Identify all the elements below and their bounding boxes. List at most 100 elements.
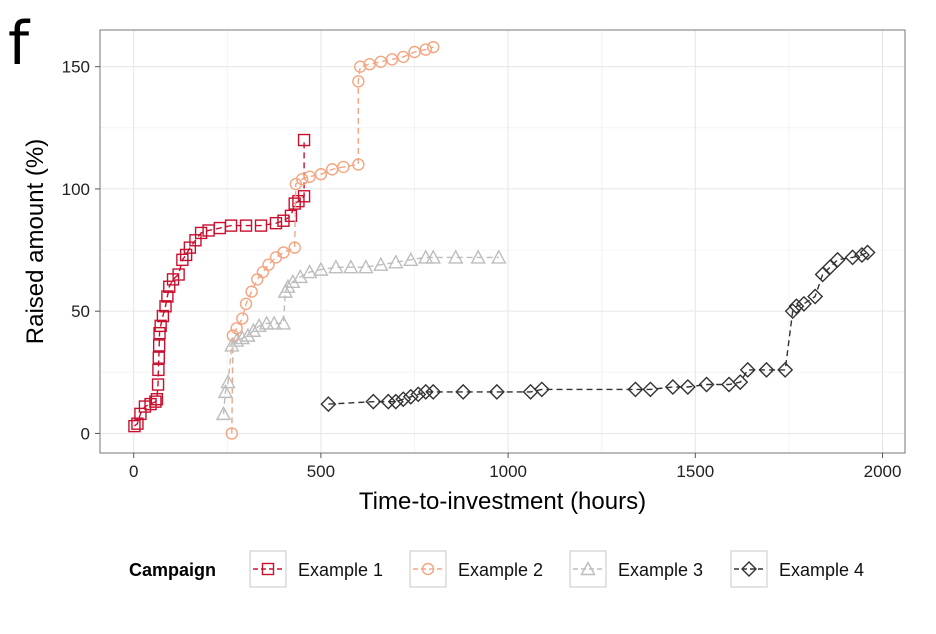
legend-item-4: Example 4 [730, 550, 864, 588]
data-point [853, 246, 870, 263]
data-point [225, 427, 238, 440]
series-3 [215, 249, 507, 421]
data-point [491, 249, 507, 264]
data-point [417, 383, 434, 400]
data-point [159, 300, 172, 313]
x-tick-label: 500 [307, 462, 335, 481]
data-point [380, 393, 397, 410]
data-point [234, 330, 250, 345]
data-point [425, 383, 442, 400]
data-point [152, 351, 165, 364]
data-point [470, 249, 486, 264]
data-point [425, 249, 441, 264]
x-tick-label: 1000 [489, 462, 527, 481]
x-tick-label: 1500 [676, 462, 714, 481]
legend-marker [261, 562, 275, 576]
data-point [285, 273, 301, 289]
y-axis-title: Raised amount (%) [22, 139, 49, 344]
data-point [284, 209, 298, 223]
data-point [150, 393, 164, 406]
data-point [128, 419, 141, 433]
data-point [385, 53, 399, 66]
data-point [325, 163, 339, 176]
x-tick-label: 2000 [864, 462, 902, 481]
data-point [156, 309, 170, 323]
data-point [217, 383, 234, 399]
data-point [245, 322, 262, 337]
data-point [131, 417, 144, 430]
data-point [239, 297, 253, 311]
legend: Campaign Example 1 Example 2 Example 3 Exam… [129, 550, 864, 588]
data-point [134, 407, 147, 421]
data-point [161, 290, 174, 303]
legend-label: Example 3 [618, 560, 703, 580]
data-point [297, 133, 311, 147]
data-point [254, 219, 268, 232]
data-point [215, 405, 232, 421]
data-point [297, 190, 311, 203]
panel-label: f [8, 9, 30, 79]
data-point [224, 337, 240, 352]
data-point [153, 326, 166, 340]
data-point [245, 285, 258, 298]
data-point [354, 60, 367, 73]
data-point [358, 259, 374, 274]
data-point [455, 383, 472, 400]
data-point [152, 339, 166, 352]
data-point [320, 396, 337, 413]
data-point [795, 295, 812, 312]
legend-marker [421, 562, 435, 576]
data-point [739, 361, 756, 378]
y-tick-label: 150 [62, 58, 90, 77]
data-point [402, 388, 419, 405]
data-point [239, 219, 253, 232]
data-point [236, 312, 249, 325]
data-point [807, 288, 824, 305]
data-point [427, 40, 440, 54]
series-line [222, 256, 499, 414]
data-point [365, 393, 382, 410]
legend-label: Example 4 [779, 560, 864, 580]
data-point [194, 226, 208, 240]
data-point [295, 172, 309, 186]
data-point [698, 376, 715, 393]
data-point [240, 327, 256, 342]
data-point [343, 259, 359, 274]
data-point [262, 258, 275, 271]
data-point [151, 378, 165, 391]
data-point [224, 219, 238, 232]
plot-background [100, 30, 905, 453]
legend-item-3: Example 3 [569, 550, 703, 588]
data-point [397, 50, 410, 64]
data-point [288, 197, 301, 210]
data-point [266, 315, 282, 330]
data-point [627, 381, 644, 398]
data-point [313, 261, 329, 276]
data-point [732, 374, 749, 391]
legend-marker [580, 561, 596, 576]
data-point [152, 363, 165, 377]
data-point [275, 315, 292, 330]
data-point [269, 216, 283, 230]
data-point [258, 315, 275, 330]
y-tick-label: 100 [62, 180, 90, 199]
data-point [149, 395, 162, 408]
data-point [829, 251, 846, 268]
data-point [314, 168, 328, 181]
legend-label: Example 1 [298, 560, 383, 580]
y-tick-label: 50 [71, 302, 90, 321]
data-point [328, 259, 344, 274]
data-point [410, 386, 427, 403]
series-2 [225, 40, 440, 440]
plot-frame [99, 29, 906, 454]
data-point [228, 332, 245, 347]
data-point [163, 280, 176, 293]
y-tick-label: 0 [81, 424, 90, 443]
data-point [388, 254, 404, 269]
data-point [277, 246, 290, 259]
data-point [448, 249, 464, 264]
data-point [788, 298, 805, 315]
data-point [533, 381, 550, 398]
x-axis-title: Time-to-investment (hours) [359, 488, 646, 515]
